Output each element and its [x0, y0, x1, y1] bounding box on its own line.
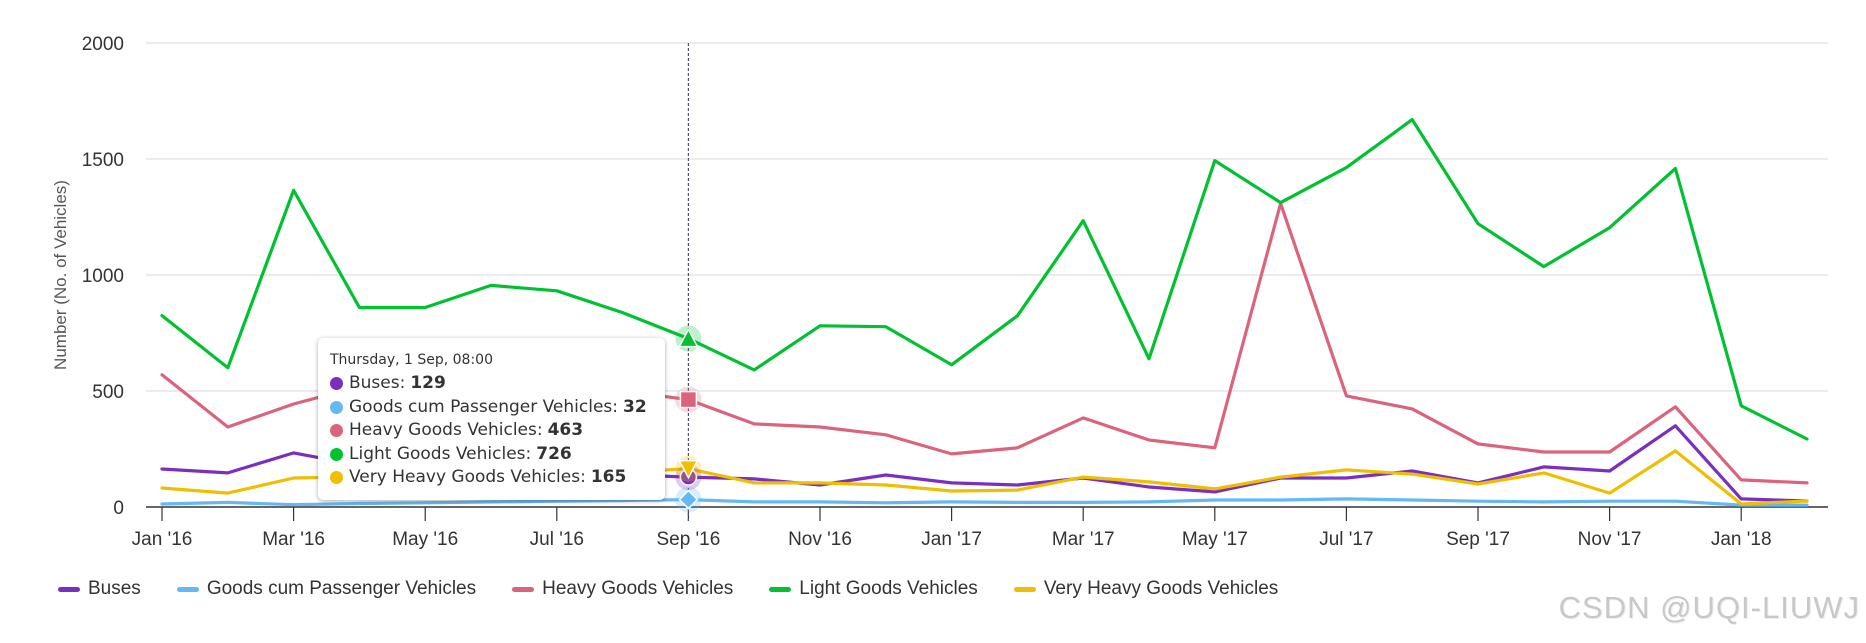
x-tick-label: Nov '16	[788, 529, 852, 550]
x-tick-label: May '16	[392, 529, 458, 550]
triangle-marker-icon	[678, 327, 699, 348]
x-tick-label: Sep '16	[656, 529, 720, 550]
tooltip-label: Goods cum Passenger Vehicles:	[349, 396, 618, 417]
x-tick-label: Nov '17	[1578, 529, 1642, 550]
legend-line-icon	[769, 586, 792, 592]
tooltip-dot-icon	[330, 471, 343, 485]
x-tick-label: Sep '17	[1446, 529, 1510, 550]
legend-line-icon	[176, 586, 199, 592]
tooltip-value: 129	[410, 373, 446, 393]
tooltip-dot-icon	[330, 377, 343, 391]
tooltip-label: Heavy Goods Vehicles:	[349, 420, 543, 440]
tooltip-label: Light Goods Vehicles:	[349, 443, 532, 464]
tooltip-label: Very Heavy Goods Vehicles:	[349, 467, 586, 487]
x-tick-label: May '17	[1182, 529, 1248, 550]
series-line-goods-cum-passenger-vehicles	[160, 497, 1809, 507]
tooltip-row-very-heavy-goods: Very Heavy Goods Vehicles: 165	[330, 466, 665, 490]
x-axis: Jan '16 Mar '16 May '16 Jul '16 Sep '16 Nov '…	[132, 506, 1828, 550]
legend-item-goods-cum-passenger[interactable]: Goods cum Passenger Vehicles	[176, 578, 477, 600]
tooltip-row-goods-cum-passenger: Goods cum Passenger Vehicles: 32	[330, 396, 665, 420]
triangle-down-marker-icon	[678, 459, 699, 480]
legend-label: Very Heavy Goods Vehicles	[1043, 578, 1279, 599]
tooltip: Thursday, 1 Sep, 08:00 Buses: 129 Goods …	[318, 338, 665, 500]
legend-item-very-heavy-goods[interactable]: Very Heavy Goods Vehicles	[1013, 578, 1279, 600]
tooltip-value: 463	[547, 420, 584, 440]
tooltip-label: Buses:	[349, 373, 406, 393]
y-tick-label: 1000	[82, 266, 124, 287]
tooltip-row-heavy-goods: Heavy Goods Vehicles: 463	[330, 419, 665, 443]
legend-label: Light Goods Vehicles	[799, 578, 978, 599]
y-tick-label: 1500	[82, 150, 124, 171]
tooltip-dot-icon	[330, 400, 343, 414]
tooltip-value: 32	[623, 396, 647, 417]
legend-line-icon	[1013, 586, 1036, 592]
tooltip-title: Thursday, 1 Sep, 08:00	[330, 352, 493, 368]
diamond-marker-icon	[678, 489, 699, 510]
square-marker-icon	[679, 390, 698, 409]
y-axis-title: Number (No. of Vehicles)	[51, 180, 70, 370]
tooltip-value: 726	[536, 443, 572, 464]
legend-line-icon	[512, 586, 535, 592]
y-tick-label: 500	[92, 382, 124, 403]
x-tick-label: Jul '17	[1319, 529, 1373, 550]
x-tick-label: Jan '16	[132, 529, 193, 550]
x-tick-label: Jan '17	[921, 529, 982, 550]
y-axis: 0 500 1000 1500 2000	[82, 34, 124, 519]
legend-item-heavy-goods[interactable]: Heavy Goods Vehicles	[512, 578, 733, 600]
legend-label: Heavy Goods Vehicles	[542, 578, 734, 599]
tooltip-row-light-goods: Light Goods Vehicles: 726	[330, 443, 665, 467]
legend-line-icon	[58, 586, 80, 592]
x-tick-label: Mar '16	[262, 529, 325, 550]
watermark: CSDN @UQI-LIUWJ	[1558, 590, 1860, 625]
x-tick-label: Jul '16	[530, 529, 584, 550]
legend-label: Buses	[88, 578, 141, 599]
legend-item-light-goods[interactable]: Light Goods Vehicles	[769, 578, 978, 600]
legend-label: Goods cum Passenger Vehicles	[206, 578, 477, 599]
tooltip-row-buses: Buses: 129	[330, 372, 665, 396]
x-tick-label: Jan '18	[1711, 529, 1772, 550]
legend-item-buses[interactable]: Buses	[58, 578, 141, 600]
x-tick-label: Mar '17	[1052, 529, 1115, 550]
y-tick-label: 2000	[82, 34, 124, 55]
grid-lines	[146, 42, 1828, 392]
tooltip-value: 165	[590, 467, 627, 487]
hover-markers	[675, 325, 702, 513]
legend: Buses Goods cum Passenger Vehicles Heavy…	[58, 578, 1314, 600]
tooltip-dot-icon	[330, 424, 343, 438]
series-line-light-goods-vehicles	[160, 117, 1809, 441]
tooltip-dot-icon	[330, 447, 343, 461]
y-tick-label: 0	[113, 498, 124, 519]
